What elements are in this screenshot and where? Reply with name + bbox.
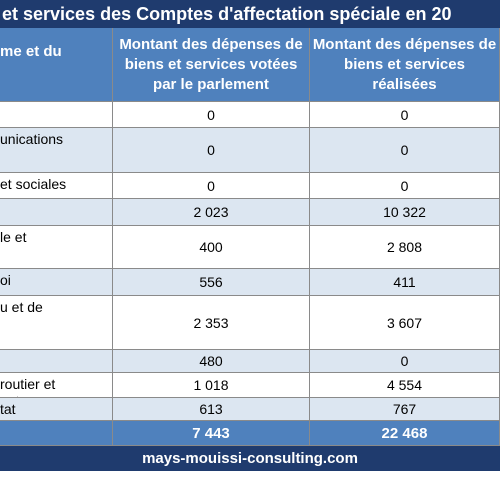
- total-label: [0, 421, 113, 446]
- row-label: oi: [0, 269, 113, 296]
- row-label: tat: [0, 398, 113, 421]
- cell-value: 613: [113, 398, 310, 421]
- row-label: u et de: [0, 296, 113, 350]
- cell-value: 0: [310, 173, 500, 199]
- cell-value: 0: [310, 350, 500, 373]
- cell-value: 2 353: [113, 296, 310, 350]
- footer-url: mays-mouissi-consulting.com: [0, 446, 500, 471]
- cell-value: 556: [113, 269, 310, 296]
- row-label: [0, 350, 113, 373]
- column-header: Montant des dépenses de biens et service…: [310, 28, 500, 102]
- cell-value: 0: [113, 102, 310, 128]
- table-title: et services des Comptes d'affectation sp…: [0, 0, 500, 28]
- total-value: 22 468: [310, 421, 500, 446]
- cell-value: 767: [310, 398, 500, 421]
- cell-value: 0: [310, 102, 500, 128]
- cell-value: 4 554: [310, 373, 500, 398]
- cell-value: 0: [310, 128, 500, 173]
- cell-value: 411: [310, 269, 500, 296]
- cell-value: 0: [113, 128, 310, 173]
- row-label: [0, 199, 113, 226]
- cell-value: 480: [113, 350, 310, 373]
- row-label: routier et ants: [0, 373, 113, 398]
- cell-value: 10 322: [310, 199, 500, 226]
- row-label: le et: [0, 226, 113, 269]
- row-label: et sociales: [0, 173, 113, 199]
- cell-value: 400: [113, 226, 310, 269]
- column-header: me et du: [0, 28, 113, 102]
- row-label: unications: [0, 128, 113, 173]
- cell-value: 1 018: [113, 373, 310, 398]
- column-header: Montant des dépenses de biens et service…: [113, 28, 310, 102]
- row-label: [0, 102, 113, 128]
- cell-value: 2 808: [310, 226, 500, 269]
- cell-value: 0: [113, 173, 310, 199]
- total-value: 7 443: [113, 421, 310, 446]
- cell-value: 3 607: [310, 296, 500, 350]
- cell-value: 2 023: [113, 199, 310, 226]
